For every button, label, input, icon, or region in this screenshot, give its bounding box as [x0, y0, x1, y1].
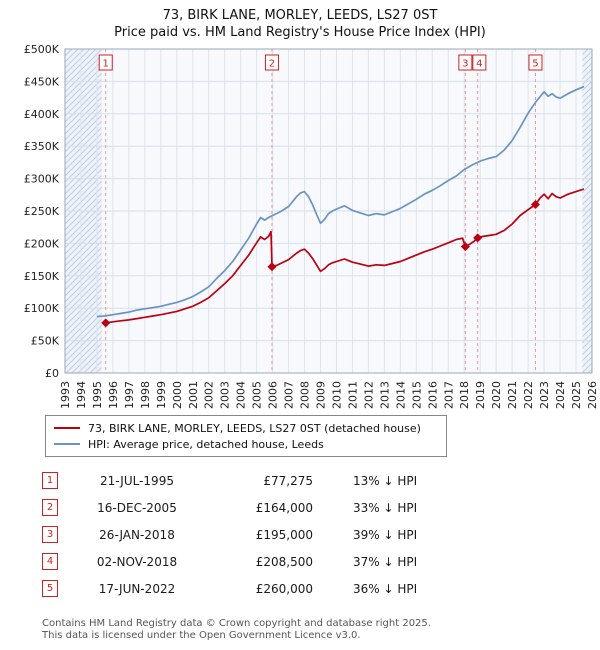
svg-text:£50K: £50K [31, 335, 60, 348]
chart-title: 73, BIRK LANE, MORLEY, LEEDS, LS27 0ST [162, 8, 438, 23]
svg-text:2010: 2010 [330, 381, 343, 409]
legend-item-hpi: HPI: Average price, detached house, Leed… [54, 436, 438, 452]
property-line-swatch [54, 427, 80, 429]
svg-text:4: 4 [476, 59, 482, 70]
sale-number-badge: 1 [42, 472, 58, 489]
svg-text:2023: 2023 [538, 381, 551, 409]
sale-date: 16-DEC-2005 [97, 500, 177, 515]
svg-text:2011: 2011 [346, 381, 359, 409]
chart-legend: 73, BIRK LANE, MORLEY, LEEDS, LS27 0ST (… [45, 415, 447, 457]
sale-number-badge: 3 [42, 526, 58, 543]
sale-date: 21-JUL-1995 [100, 473, 174, 488]
svg-text:2006: 2006 [267, 381, 280, 409]
sale-hpi-comparison: 39% ↓ HPI [353, 527, 418, 542]
svg-text:2014: 2014 [394, 381, 407, 409]
svg-text:2004: 2004 [235, 381, 248, 409]
svg-text:2018: 2018 [458, 381, 471, 409]
footer-line-1: Contains HM Land Registry data © Crown c… [42, 618, 431, 629]
svg-text:1993: 1993 [59, 381, 72, 409]
svg-text:2017: 2017 [442, 381, 455, 409]
svg-text:2016: 2016 [426, 381, 439, 409]
sale-hpi-comparison: 13% ↓ HPI [353, 473, 418, 488]
sale-date: 02-NOV-2018 [96, 554, 178, 569]
sale-price: £208,500 [255, 554, 313, 569]
legend-item-property: 73, BIRK LANE, MORLEY, LEEDS, LS27 0ST (… [54, 420, 438, 436]
svg-text:£200K: £200K [24, 237, 60, 250]
sale-row: 2 16-DEC-2005 £164,000 33% ↓ HPI [42, 494, 600, 521]
svg-text:£100K: £100K [24, 302, 60, 315]
footer-licence-text: Contains HM Land Registry data © Crown c… [42, 618, 431, 642]
svg-text:2008: 2008 [299, 381, 312, 409]
svg-text:2013: 2013 [378, 381, 391, 409]
chart-subtitle: Price paid vs. HM Land Registry's House … [114, 25, 486, 40]
svg-text:2020: 2020 [490, 381, 503, 409]
sale-row: 1 21-JUL-1995 £77,275 13% ↓ HPI [42, 467, 600, 494]
svg-text:£150K: £150K [24, 270, 60, 283]
sale-number-badge: 5 [42, 580, 58, 597]
svg-text:2005: 2005 [251, 381, 264, 409]
sale-hpi-comparison: 33% ↓ HPI [353, 500, 418, 515]
sale-price: £260,000 [255, 581, 313, 596]
sale-row: 4 02-NOV-2018 £208,500 37% ↓ HPI [42, 548, 600, 575]
legend-label: HPI: Average price, detached house, Leed… [88, 437, 324, 451]
svg-text:£300K: £300K [24, 173, 60, 186]
svg-text:2026: 2026 [586, 381, 599, 409]
svg-text:1994: 1994 [75, 381, 88, 409]
svg-text:£350K: £350K [24, 140, 60, 153]
sale-hpi-comparison: 37% ↓ HPI [353, 554, 418, 569]
svg-text:2007: 2007 [283, 381, 296, 409]
svg-text:2025: 2025 [570, 381, 583, 409]
svg-text:2003: 2003 [219, 381, 232, 409]
svg-text:2021: 2021 [506, 381, 519, 409]
svg-text:2000: 2000 [171, 381, 184, 409]
sale-row: 3 26-JAN-2018 £195,000 39% ↓ HPI [42, 521, 600, 548]
sale-date: 26-JAN-2018 [99, 527, 175, 542]
svg-text:2: 2 [269, 59, 275, 70]
svg-text:2024: 2024 [554, 381, 567, 409]
svg-text:2009: 2009 [315, 381, 328, 409]
sale-price: £77,275 [263, 473, 313, 488]
svg-text:2022: 2022 [522, 381, 535, 409]
svg-text:1: 1 [103, 59, 109, 70]
price-history-chart: £0 £50K £100K £150K £200K £250K £300K £350K £400… [24, 43, 599, 409]
sale-date: 17-JUN-2022 [98, 581, 176, 596]
sale-price: £164,000 [255, 500, 313, 515]
svg-text:1997: 1997 [123, 381, 136, 409]
hpi-line-swatch [54, 443, 80, 445]
sale-row: 5 17-JUN-2022 £260,000 36% ↓ HPI [42, 575, 600, 602]
svg-text:£400K: £400K [24, 108, 60, 121]
legend-label: 73, BIRK LANE, MORLEY, LEEDS, LS27 0ST (… [88, 421, 421, 435]
sale-hpi-comparison: 36% ↓ HPI [353, 581, 418, 596]
svg-text:2019: 2019 [474, 381, 487, 409]
sale-number-badge: 2 [42, 499, 58, 516]
svg-text:3: 3 [462, 59, 468, 70]
svg-text:£250K: £250K [24, 205, 60, 218]
svg-text:2002: 2002 [203, 381, 216, 409]
svg-text:1999: 1999 [155, 381, 168, 409]
sale-number-badge: 4 [42, 553, 58, 570]
svg-text:1998: 1998 [139, 381, 152, 409]
svg-text:2015: 2015 [410, 381, 423, 409]
footer-line-2: This data is licensed under the Open Gov… [42, 630, 361, 641]
svg-text:2001: 2001 [187, 381, 200, 409]
svg-text:2012: 2012 [362, 381, 375, 409]
sale-price: £195,000 [255, 527, 313, 542]
svg-text:1996: 1996 [107, 381, 120, 409]
sales-table: 1 21-JUL-1995 £77,275 13% ↓ HPI 2 16-DEC-2005… [42, 467, 600, 602]
svg-text:£500K: £500K [24, 43, 60, 56]
svg-text:£0: £0 [45, 367, 59, 380]
svg-text:£450K: £450K [24, 75, 60, 88]
svg-text:5: 5 [532, 59, 538, 70]
svg-text:1995: 1995 [91, 381, 104, 409]
